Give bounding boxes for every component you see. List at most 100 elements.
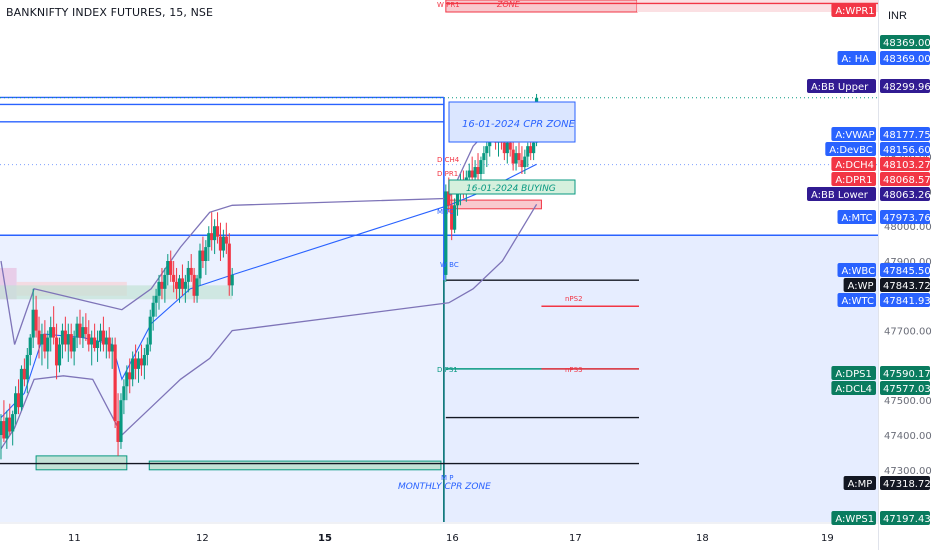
- candle-body: [49, 327, 53, 338]
- candle-body: [25, 354, 29, 380]
- candle-body: [529, 146, 533, 154]
- y-tick-label: 47400.00: [884, 431, 932, 442]
- candle-body: [154, 295, 158, 303]
- candle-body: [207, 233, 211, 248]
- time-axis[interactable]: 11 12 15 16 17 18 19: [0, 522, 878, 544]
- price-label-tag: A:WPS1: [835, 514, 874, 525]
- candle-body: [43, 334, 47, 352]
- candle-body: [107, 337, 111, 352]
- price-label-value: 48103.27: [883, 160, 931, 171]
- candle-body: [166, 261, 170, 275]
- candle-body: [134, 358, 138, 369]
- candle-body: [455, 191, 460, 206]
- candle-body: [215, 226, 220, 237]
- candle-body: [485, 146, 489, 154]
- candle-body: [177, 278, 182, 289]
- candle-body: [523, 156, 527, 168]
- candle-body: [54, 337, 59, 366]
- candle-body: [218, 236, 223, 251]
- candle-body: [157, 281, 161, 296]
- price-label-tag-bg: [831, 366, 876, 380]
- price-label-tag-bg: [837, 210, 876, 224]
- candle-body: [517, 153, 521, 161]
- candle-body: [104, 337, 108, 345]
- candle-body: [116, 421, 120, 442]
- label-w-bc: W BC: [440, 261, 459, 269]
- label-nps2: nPS2: [565, 295, 583, 303]
- candle-body: [128, 372, 132, 380]
- candle-body: [514, 153, 518, 164]
- price-label-value-bg: [880, 381, 930, 395]
- price-label-value: 47318.72: [883, 479, 931, 490]
- candle-body: [224, 236, 228, 244]
- price-label-value-bg: [880, 511, 930, 525]
- price-label-tag-bg: [831, 172, 876, 186]
- buying-annotation-box: [448, 179, 576, 195]
- candle-body: [511, 149, 515, 164]
- candle-body: [93, 337, 97, 348]
- label-d-pr1: D PR1: [437, 170, 458, 178]
- candle-body: [526, 146, 530, 157]
- candle-body: [502, 142, 506, 154]
- price-label-tag: A:MP: [848, 479, 873, 490]
- candle-body: [201, 250, 205, 261]
- candle-body: [450, 205, 454, 230]
- candle-body: [169, 261, 173, 275]
- price-label-tag: A:WTC: [842, 296, 874, 307]
- price-axis[interactable]: 47300.00 47400.00 47500.00 47700.00 47900.00…: [884, 153, 932, 477]
- candle-body: [160, 281, 164, 289]
- annotation-monthly-cpr-zone: MONTHLY CPR ZONE: [398, 482, 491, 492]
- currency-label[interactable]: INR: [888, 10, 907, 22]
- price-label-value: 47197.43: [883, 514, 931, 525]
- candle-body: [198, 250, 202, 279]
- price-label-value: 47590.17: [883, 369, 931, 380]
- candle-body: [57, 344, 62, 366]
- x-tick-label: 12: [196, 533, 209, 544]
- candle-body: [227, 243, 231, 286]
- price-label-value: 48063.26: [883, 190, 931, 201]
- candle-body: [14, 393, 18, 415]
- candle-body: [476, 167, 480, 174]
- candle-body: [505, 142, 509, 154]
- candle-body: [183, 281, 187, 289]
- candle-body: [46, 337, 50, 352]
- candle-body: [204, 247, 208, 261]
- candle-body: [110, 344, 114, 352]
- price-label-tag-bg: [831, 3, 876, 17]
- candle-body: [22, 368, 26, 380]
- candle-body: [142, 354, 146, 366]
- price-label-value-bg: [880, 210, 930, 224]
- price-label-tag-bg: [825, 142, 876, 156]
- price-label-value: 47577.03: [883, 384, 931, 395]
- candle-body: [213, 226, 217, 241]
- candle-body: [52, 327, 56, 338]
- candle-body: [453, 205, 457, 230]
- price-label-value-bg: [880, 127, 930, 141]
- candle-body: [180, 278, 185, 289]
- price-label-tag-bg: [831, 511, 876, 525]
- label-m-tc: M TC: [437, 208, 454, 216]
- candle-body: [84, 327, 88, 335]
- candle-body: [28, 337, 32, 355]
- price-label-value-bg: [880, 366, 930, 380]
- y-tick-label: 47700.00: [884, 327, 932, 338]
- candle-body: [163, 274, 167, 289]
- price-label-value-bg: [880, 187, 930, 201]
- label-w-pr1: W PR1: [437, 1, 460, 9]
- candle-body: [37, 330, 41, 345]
- x-tick-label: 15: [318, 533, 332, 544]
- y-tick-label: 47900.00: [884, 257, 932, 268]
- price-label-value-bg: [880, 35, 930, 49]
- weekly-pr1-zone: [445, 0, 638, 13]
- candle-body: [8, 417, 12, 432]
- candle-body: [63, 330, 67, 345]
- bb-lower-line: [0, 203, 538, 450]
- cpr-zone-annotation-box: [448, 101, 576, 143]
- price-labels: A:WPR1 48369.00 A: HA 48369.00 A:BB Upper 482…: [807, 3, 931, 525]
- price-label-tag: A:BB Upper: [811, 82, 869, 93]
- candle-body: [482, 153, 486, 161]
- candle-body: [230, 274, 234, 286]
- candle-body: [145, 344, 149, 355]
